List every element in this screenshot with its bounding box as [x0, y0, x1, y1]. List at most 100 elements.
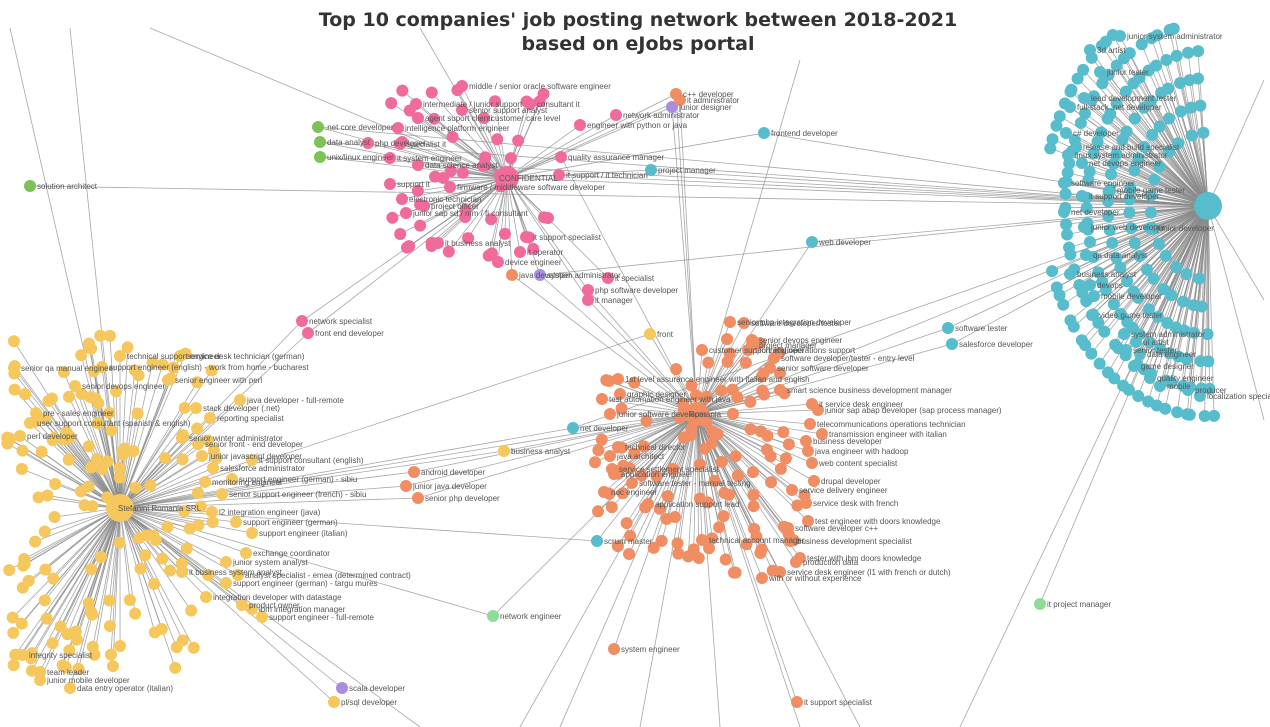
node-n86[interactable] — [800, 435, 812, 447]
node-n46[interactable] — [220, 577, 232, 589]
node-n71[interactable] — [612, 373, 624, 385]
node-n22[interactable] — [487, 610, 499, 622]
node-n20[interactable] — [567, 422, 579, 434]
node-n85[interactable] — [816, 428, 828, 440]
node-n112[interactable] — [456, 104, 468, 116]
node-n84[interactable] — [804, 418, 816, 430]
node-n100[interactable] — [642, 498, 654, 510]
node-n115[interactable] — [610, 109, 622, 121]
node-n116[interactable] — [574, 119, 586, 131]
node-n57[interactable] — [192, 438, 204, 450]
node-n15[interactable] — [645, 164, 657, 176]
node-n127[interactable] — [432, 237, 444, 249]
node-n68[interactable] — [190, 402, 202, 414]
node-n30[interactable] — [791, 696, 803, 708]
node-n137[interactable] — [1076, 157, 1088, 169]
node-n91[interactable] — [800, 497, 812, 509]
node-n27[interactable] — [400, 480, 412, 492]
node-n103[interactable] — [764, 362, 776, 374]
node-n35[interactable] — [176, 432, 188, 444]
node-n134[interactable] — [1060, 127, 1072, 139]
node-n14[interactable] — [336, 682, 348, 694]
node-n6[interactable] — [302, 327, 314, 339]
node-n10[interactable] — [582, 284, 594, 296]
node-n67[interactable] — [8, 362, 20, 374]
node-n16[interactable] — [758, 127, 770, 139]
node-n66[interactable] — [96, 361, 108, 373]
node-n29[interactable] — [608, 643, 620, 655]
node-n77[interactable] — [626, 477, 638, 489]
node-n80[interactable] — [598, 486, 610, 498]
node-n50[interactable] — [256, 611, 268, 623]
node-n28[interactable] — [412, 492, 424, 504]
node-n97[interactable] — [774, 566, 786, 578]
node-n92[interactable] — [782, 522, 794, 534]
node-n53[interactable] — [69, 380, 81, 392]
node-n2[interactable] — [312, 121, 324, 133]
node-n75[interactable] — [604, 450, 616, 462]
node-n1[interactable] — [24, 180, 36, 192]
hub-h_orange[interactable] — [685, 402, 709, 426]
node-n147[interactable] — [1058, 206, 1070, 218]
node-n65[interactable] — [16, 649, 28, 661]
node-n72[interactable] — [596, 393, 608, 405]
node-n83[interactable] — [812, 404, 824, 416]
node-n104[interactable] — [696, 344, 708, 356]
hub-h_teal[interactable] — [1194, 192, 1222, 220]
node-n36[interactable] — [207, 462, 219, 474]
node-n61[interactable] — [232, 569, 244, 581]
node-n146[interactable] — [1088, 290, 1100, 302]
node-n152[interactable] — [1154, 380, 1166, 392]
node-n25[interactable] — [506, 269, 518, 281]
node-n24[interactable] — [498, 445, 510, 457]
node-n52[interactable] — [174, 350, 186, 362]
node-n63[interactable] — [64, 682, 76, 694]
node-n149[interactable] — [1194, 390, 1206, 402]
node-n139[interactable] — [1104, 184, 1116, 196]
node-n87[interactable] — [802, 445, 814, 457]
node-n148[interactable] — [1094, 66, 1106, 78]
node-n157[interactable] — [1120, 344, 1132, 356]
node-n40[interactable] — [206, 506, 218, 518]
node-n96[interactable] — [790, 556, 802, 568]
node-n124[interactable] — [396, 193, 408, 205]
node-n93[interactable] — [802, 515, 814, 527]
node-n125[interactable] — [418, 200, 430, 212]
node-n34[interactable] — [328, 696, 340, 708]
node-n41[interactable] — [230, 516, 242, 528]
node-n109[interactable] — [456, 80, 468, 92]
hub-h_conf[interactable] — [495, 166, 519, 190]
node-n42[interactable] — [246, 527, 258, 539]
node-n140[interactable] — [1076, 190, 1088, 202]
node-n89[interactable] — [808, 475, 820, 487]
node-n32[interactable] — [674, 94, 686, 106]
node-n12[interactable] — [534, 269, 546, 281]
node-n128[interactable] — [492, 256, 504, 268]
node-n135[interactable] — [1070, 141, 1082, 153]
node-n138[interactable] — [1058, 177, 1070, 189]
node-n49[interactable] — [246, 603, 258, 615]
node-n111[interactable] — [524, 98, 536, 110]
node-n119[interactable] — [394, 138, 406, 150]
node-n142[interactable] — [1078, 221, 1090, 233]
node-n78[interactable] — [614, 388, 626, 400]
node-n37[interactable] — [199, 476, 211, 488]
node-n145[interactable] — [1084, 279, 1096, 291]
node-n136[interactable] — [1062, 149, 1074, 161]
node-n73[interactable] — [604, 408, 616, 420]
node-n129[interactable] — [514, 246, 526, 258]
node-n23[interactable] — [1034, 598, 1046, 610]
node-n48[interactable] — [236, 599, 248, 611]
node-n156[interactable] — [1130, 336, 1142, 348]
node-n79[interactable] — [608, 468, 620, 480]
node-n99[interactable] — [696, 534, 708, 546]
node-n110[interactable] — [410, 98, 422, 110]
node-n131[interactable] — [1114, 30, 1126, 42]
node-n118[interactable] — [362, 137, 374, 149]
node-n117[interactable] — [392, 122, 404, 134]
node-n21[interactable] — [591, 535, 603, 547]
node-n108[interactable] — [746, 339, 758, 351]
node-n56[interactable] — [246, 454, 258, 466]
node-n45[interactable] — [176, 566, 188, 578]
